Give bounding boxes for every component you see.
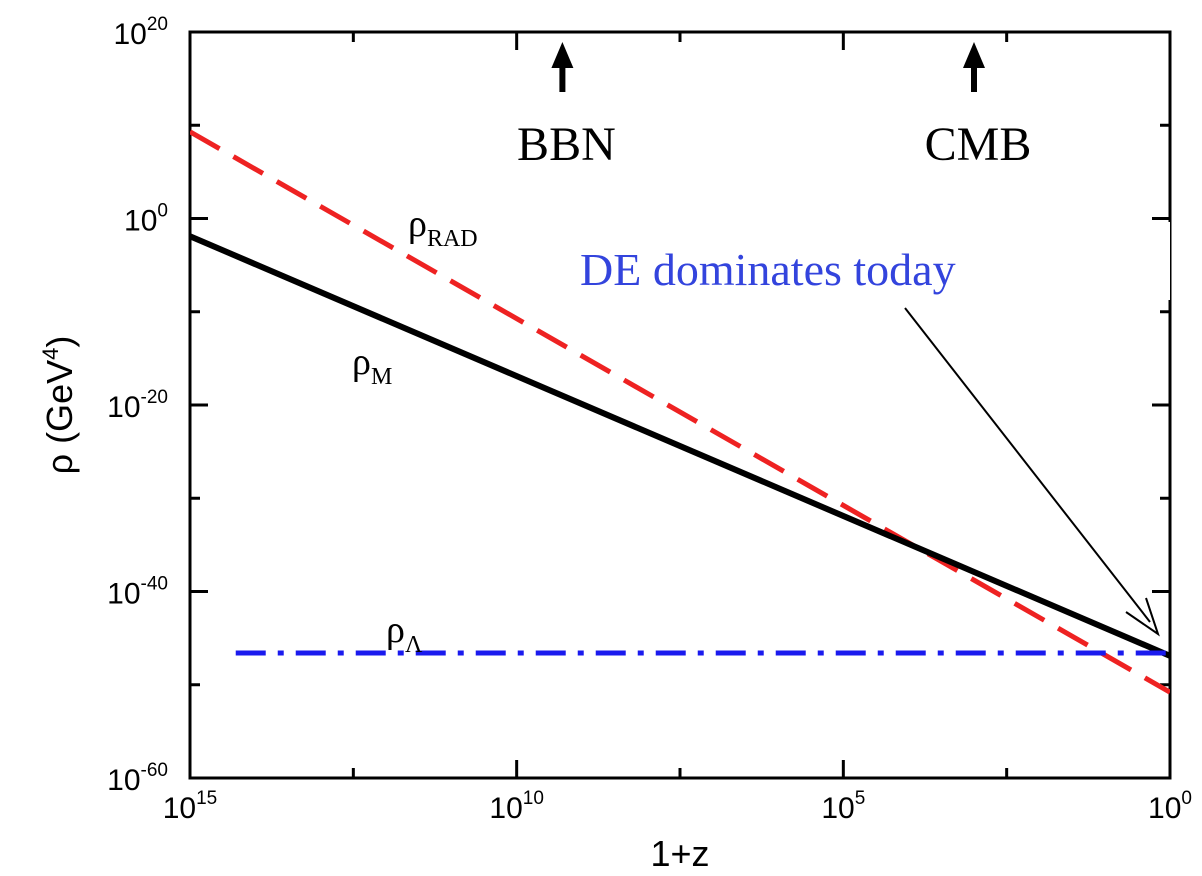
axes-group (188, 30, 1172, 780)
cmb-arrow-head (963, 42, 985, 68)
series-line-rad (190, 129, 1170, 695)
y-axis-title: ρ (GeV4) (38, 336, 80, 475)
y-tick-label: 1020 (113, 14, 168, 51)
bbn-label: BBN (517, 118, 616, 171)
labels-group: 1015 1010 105 100 1020 100 10-20 10-40 10-60 1+z ρ… (38, 14, 1192, 874)
x-tick-label: 1010 (489, 788, 544, 825)
x-tick-label: 100 (1148, 788, 1192, 825)
series-label-lambda: ρΛ (386, 609, 423, 658)
y-tick-label: 10-20 (107, 387, 168, 424)
de-label: DE dominates today (580, 244, 956, 295)
cmb-label: CMB (925, 118, 1032, 171)
bbn-arrow-head (551, 42, 574, 68)
de-arrow-head (1125, 597, 1160, 637)
x-axis-title: 1+z (650, 833, 709, 874)
x-tick-label: 105 (821, 788, 865, 825)
series-group (190, 129, 1170, 695)
de-label-bg (575, 222, 1170, 300)
series-label-matter: ρM (352, 341, 392, 390)
de-arrow-shaft (904, 307, 1151, 623)
series-line-matter (190, 233, 1170, 659)
y-tick-label: 10-40 (107, 574, 168, 611)
y-tick-label: 100 (124, 201, 168, 238)
y-tick-label: 10-60 (107, 760, 168, 797)
series-label-rad: ρRAD (408, 203, 478, 252)
x-tick-label: 1015 (163, 788, 218, 825)
